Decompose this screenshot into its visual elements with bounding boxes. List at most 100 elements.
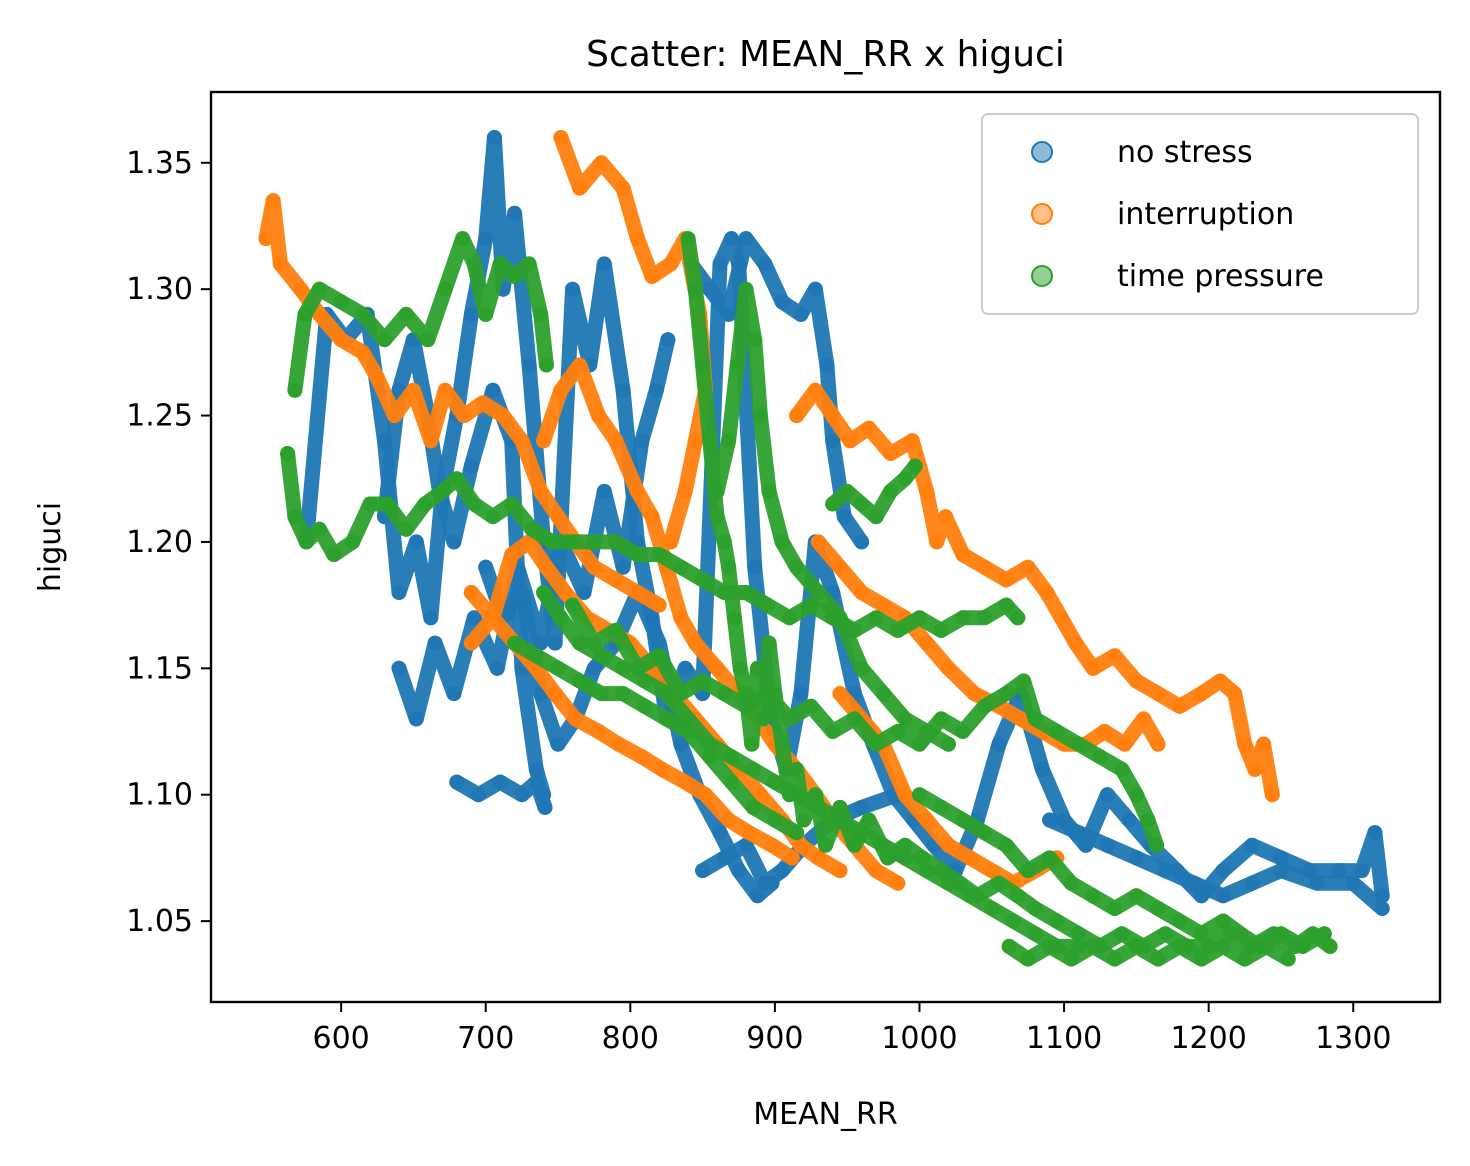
data-point (615, 382, 631, 398)
data-point (405, 382, 421, 398)
data-point (890, 622, 906, 638)
data-point (1114, 761, 1130, 777)
data-point (565, 534, 580, 550)
data-point (528, 761, 544, 777)
data-point (557, 585, 573, 600)
data-point (724, 774, 739, 790)
data-point (832, 863, 848, 879)
x-tick-label: 1100 (1026, 1021, 1102, 1056)
data-point (420, 332, 436, 348)
data-point (1010, 610, 1026, 626)
data-point (485, 382, 501, 398)
data-point (741, 825, 757, 841)
data-point (362, 496, 378, 512)
data-point (998, 597, 1014, 613)
data-point (991, 736, 1007, 752)
data-point (738, 585, 754, 600)
data-point (716, 686, 732, 702)
data-point (1150, 901, 1166, 916)
x-tick-label: 1200 (1170, 1021, 1246, 1056)
data-point (897, 850, 913, 866)
data-point (839, 483, 855, 499)
data-point (738, 281, 754, 297)
data-point (1085, 660, 1101, 676)
data-point (1157, 863, 1173, 879)
data-point (796, 812, 812, 828)
data-point (854, 825, 870, 841)
data-point (1150, 686, 1166, 702)
data-point (1233, 926, 1248, 942)
data-point (832, 559, 848, 575)
data-point (774, 736, 790, 752)
data-point (593, 686, 609, 702)
data-point (333, 294, 349, 310)
x-tick-label: 800 (602, 1021, 659, 1056)
data-trace (478, 559, 780, 904)
data-point (550, 509, 566, 525)
x-tick-label: 700 (457, 1021, 514, 1056)
data-point (842, 433, 858, 449)
data-point (615, 559, 631, 575)
data-point (745, 761, 761, 777)
data-point (861, 812, 877, 828)
data-point (572, 357, 588, 373)
data-point (1107, 951, 1123, 967)
data-point (1121, 812, 1137, 828)
data-point (1237, 736, 1253, 752)
data-point (767, 812, 783, 828)
data-point (630, 547, 645, 563)
data-point (1322, 938, 1338, 954)
data-point (355, 344, 371, 360)
data-point (695, 357, 711, 373)
data-point (875, 686, 891, 702)
legend: no stress interruption time pressure (981, 113, 1419, 315)
x-tick-label: 1000 (881, 1021, 957, 1056)
data-point (1273, 863, 1289, 879)
data-point (1186, 875, 1202, 891)
data-point (536, 585, 552, 600)
data-point (504, 547, 520, 563)
data-point (538, 357, 554, 373)
data-point (846, 837, 862, 853)
data-point (608, 433, 624, 449)
data-point (1128, 787, 1144, 803)
data-point (637, 673, 653, 689)
data-point (695, 673, 711, 689)
data-point (677, 660, 693, 676)
data-point (1331, 863, 1347, 879)
data-point (854, 585, 870, 600)
legend-label: interruption (1117, 197, 1294, 232)
legend-marker (1031, 265, 1053, 287)
data-point (466, 496, 482, 512)
data-point (747, 332, 763, 348)
data-point (567, 711, 583, 727)
data-point (875, 597, 891, 613)
x-axis: 600 700 800 900 1000 1100 1200 1300 (312, 1002, 1391, 1056)
data-point (591, 408, 606, 424)
data-point (825, 408, 841, 424)
data-point (789, 559, 805, 575)
data-trace (377, 332, 552, 803)
data-point (803, 698, 819, 714)
y-tick-label: 1.20 (126, 525, 193, 560)
data-point (591, 724, 606, 739)
data-point (1215, 863, 1231, 879)
data-point (326, 547, 342, 563)
data-point (781, 711, 797, 727)
data-point (630, 231, 645, 247)
data-point (1071, 926, 1086, 942)
data-point (709, 483, 725, 499)
data-point (398, 521, 414, 537)
data-point (764, 837, 780, 853)
data-point (637, 698, 653, 714)
data-point (408, 534, 424, 550)
data-point (615, 180, 631, 196)
data-point (793, 686, 809, 702)
data-point (940, 837, 956, 853)
data-point (611, 736, 627, 752)
y-tick-label: 1.25 (126, 399, 193, 434)
data-point (868, 736, 884, 752)
data-point (803, 597, 819, 613)
data-point (991, 875, 1007, 891)
